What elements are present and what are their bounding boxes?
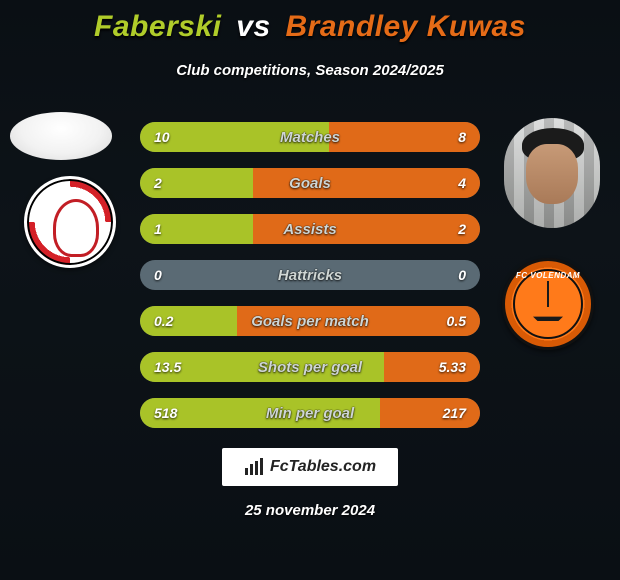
volendam-badge-icon: FC VOLENDAM bbox=[502, 258, 594, 350]
stats-panel: Matches108Goals24Assists12Hattricks00Goa… bbox=[140, 122, 480, 444]
subtitle: Club competitions, Season 2024/2025 bbox=[0, 62, 620, 79]
stat-value-right: 0.5 bbox=[447, 306, 466, 336]
stat-value-right: 4 bbox=[458, 168, 466, 198]
stat-label: Hattricks bbox=[140, 260, 480, 290]
stat-row: Min per goal518 217 bbox=[140, 398, 480, 428]
ajax-shield-icon bbox=[24, 176, 116, 268]
stat-label: Shots per goal bbox=[140, 352, 480, 382]
stat-label: Matches bbox=[140, 122, 480, 152]
stat-value-right: 0 bbox=[458, 260, 466, 290]
club-badge-left bbox=[24, 176, 116, 268]
player1-name: Faberski bbox=[94, 10, 221, 43]
stat-value-left: 10 bbox=[154, 122, 170, 152]
stat-row: Goals per match0.2 0.5 bbox=[140, 306, 480, 336]
club-badge-right: FC VOLENDAM bbox=[502, 258, 594, 350]
stat-value-right: 2 bbox=[458, 214, 466, 244]
stat-row: Goals2 4 bbox=[140, 168, 480, 198]
brand-chart-icon bbox=[244, 458, 264, 476]
stat-value-right: 5.33 bbox=[439, 352, 466, 382]
stat-label: Assists bbox=[140, 214, 480, 244]
title-vs: vs bbox=[236, 10, 270, 43]
brand-box: FcTables.com bbox=[222, 448, 398, 486]
player2-name: Brandley Kuwas bbox=[286, 10, 526, 43]
stat-label: Goals bbox=[140, 168, 480, 198]
brand-text: FcTables.com bbox=[270, 458, 376, 476]
stat-value-left: 0.2 bbox=[154, 306, 173, 336]
stat-row: Matches10 8 bbox=[140, 122, 480, 152]
stat-value-left: 13.5 bbox=[154, 352, 181, 382]
stat-value-right: 8 bbox=[458, 122, 466, 152]
stat-row: Assists1 2 bbox=[140, 214, 480, 244]
player2-avatar bbox=[504, 118, 600, 228]
stat-row: Hattricks0 0 bbox=[140, 260, 480, 290]
volendam-label: FC VOLENDAM bbox=[516, 271, 580, 280]
stat-value-left: 518 bbox=[154, 398, 177, 428]
stat-label: Goals per match bbox=[140, 306, 480, 336]
stat-row: Shots per goal13.5 5.33 bbox=[140, 352, 480, 382]
stat-value-left: 0 bbox=[154, 260, 162, 290]
player1-avatar bbox=[10, 112, 112, 160]
stat-value-left: 1 bbox=[154, 214, 162, 244]
stat-label: Min per goal bbox=[140, 398, 480, 428]
comparison-title: Faberski vs Brandley Kuwas bbox=[0, 10, 620, 44]
stat-value-left: 2 bbox=[154, 168, 162, 198]
date-text: 25 november 2024 bbox=[0, 502, 620, 519]
stat-value-right: 217 bbox=[443, 398, 466, 428]
